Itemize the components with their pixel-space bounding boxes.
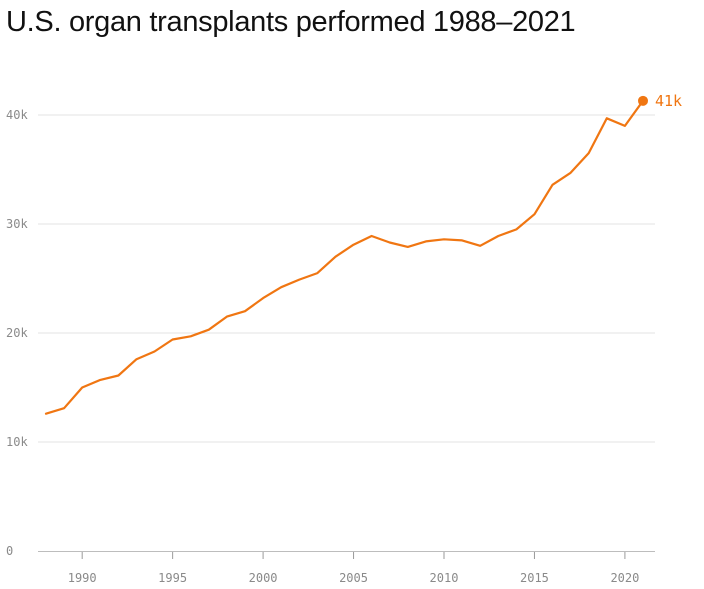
y-tick-label: 10k <box>6 435 28 449</box>
x-tick-label: 2010 <box>430 571 459 585</box>
x-tick-label: 2000 <box>249 571 278 585</box>
end-point-marker <box>638 95 648 106</box>
end-value-label: 41k <box>655 92 682 110</box>
y-tick-label: 40k <box>6 108 28 122</box>
x-tick-label: 2020 <box>610 571 639 585</box>
x-tick-label: 1995 <box>158 571 187 585</box>
series-line <box>44 99 645 415</box>
series: 41k <box>44 92 682 415</box>
x-tick-label: 2005 <box>339 571 368 585</box>
x-axis: 1990 1995 2000 2005 2010 2015 2020 <box>38 551 655 585</box>
gridlines <box>38 114 655 443</box>
chart-title: U.S. organ transplants performed 1988–20… <box>6 6 576 38</box>
y-tick-label: 30k <box>6 217 28 231</box>
y-tick-label: 20k <box>6 326 28 340</box>
y-tick-label: 0 <box>6 544 13 558</box>
y-axis: 0 10k 20k 30k 40k <box>6 108 28 558</box>
x-tick-label: 2015 <box>520 571 549 585</box>
x-tick-label: 1990 <box>68 571 97 585</box>
